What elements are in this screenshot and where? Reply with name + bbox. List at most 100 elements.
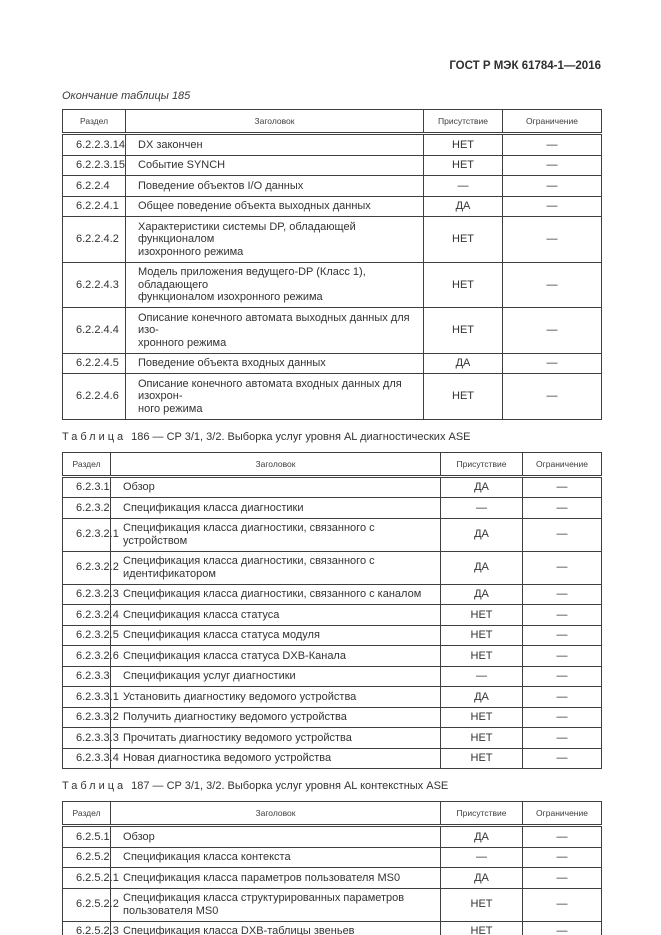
table-row: 6.2.5.2 Спецификация класса контекста — — <box>62 846 602 868</box>
col-header-presence: Присутствие <box>440 801 523 827</box>
cell-section: 6.2.3.2.4 <box>62 604 119 626</box>
caption-text: 187 — CP 3/1, 3/2. Выборка услуг уровня … <box>131 780 449 792</box>
cell-section: 6.2.3.2.6 <box>62 645 119 667</box>
cell-presence: НЕТ <box>423 154 503 176</box>
cell-section: 6.2.3.3.2 <box>62 706 119 728</box>
table-187: Раздел Заголовок Присутствие Ограничение… <box>62 801 602 935</box>
cell-section: 6.2.5.2.1 <box>62 867 119 889</box>
cell-heading: Описание конечного автомата входных данн… <box>125 373 424 420</box>
cell-presence: НЕТ <box>440 747 523 769</box>
col-header-restriction: Ограничение <box>502 109 602 135</box>
table-186-header: Раздел Заголовок Присутствие Ограничение <box>62 451 602 478</box>
cell-heading: Общее поведение объекта выходных данных <box>125 195 424 217</box>
cell-section: 6.2.2.4.5 <box>62 352 126 374</box>
cell-heading: Описание конечного автомата выходных дан… <box>125 307 424 354</box>
cell-restriction: — <box>522 665 602 687</box>
cell-restriction: — <box>522 887 602 922</box>
header-row: Раздел Заголовок Присутствие Ограничение <box>62 801 602 827</box>
cell-heading: Новая диагностика ведомого устройства <box>110 747 441 769</box>
cell-section: 6.2.2.4.1 <box>62 195 126 217</box>
col-header-heading: Заголовок <box>110 451 441 478</box>
cell-heading: Спецификация класса диагностики, связанн… <box>110 583 441 605</box>
table-186-body: 6.2.3.1 Обзор ДА —6.2.3.2 Спецификация класс… <box>62 475 602 769</box>
col-header-presence: Присутствие <box>423 109 503 135</box>
cell-heading: Спецификация класса статуса <box>110 604 441 626</box>
table-row: 6.2.3.2.2 Спецификация класса диагностики… <box>62 550 602 585</box>
cell-heading: Событие SYNCH <box>125 154 424 176</box>
col-header-section: Раздел <box>62 109 126 135</box>
cell-section: 6.2.3.3.3 <box>62 727 119 749</box>
table-row: 6.2.3.3.2 Получить диагностику ведомого у… <box>62 706 602 728</box>
cell-restriction: — <box>522 645 602 667</box>
table-row: 6.2.3.2.4 Спецификация класса статуса НЕТ — <box>62 604 602 626</box>
cell-presence: — <box>440 846 523 868</box>
table-186-caption: Таблица 186 — CP 3/1, 3/2. Выборка услуг … <box>62 431 601 444</box>
cell-restriction: — <box>502 373 602 420</box>
col-header-presence: Присутствие <box>440 451 523 478</box>
cell-presence: НЕТ <box>440 887 523 922</box>
cell-presence: — <box>423 175 503 197</box>
table-row: 6.2.3.3.4 Новая диагностика ведомого устр… <box>62 747 602 769</box>
caption-text: 186 — CP 3/1, 3/2. Выборка услуг уровня … <box>131 430 471 443</box>
table-185: Раздел Заголовок Присутствие Ограничение… <box>62 109 602 420</box>
cell-heading: DX закончен <box>125 133 424 156</box>
cell-restriction: — <box>502 154 602 176</box>
table-187-caption: Таблица 187 — CP 3/1, 3/2. Выборка услуг … <box>62 780 601 793</box>
cell-restriction: — <box>522 517 602 552</box>
cell-restriction: — <box>502 261 602 308</box>
cell-presence: НЕТ <box>423 261 503 308</box>
cell-heading: Спецификация класса статуса DXB-Канала <box>110 645 441 667</box>
cell-heading: Спецификация услуг диагностики <box>110 665 441 687</box>
cell-section: 6.2.3.2 <box>62 497 111 519</box>
table-row: 6.2.5.2.3 Спецификация класса DXB-таблицы… <box>62 920 602 935</box>
cell-restriction: — <box>522 497 602 519</box>
cell-section: 6.2.3.3.4 <box>62 747 119 769</box>
cell-section: 6.2.5.2 <box>62 846 111 868</box>
cell-restriction: — <box>502 352 602 374</box>
cell-heading: Спецификация класса диагностики, связанн… <box>110 517 441 552</box>
table-row: 6.2.2.3.14 DX закончен НЕТ — <box>62 133 602 156</box>
cell-section: 6.2.2.4.2 <box>62 216 126 263</box>
cell-presence: ДА <box>423 352 503 374</box>
cell-section: 6.2.2.4.4 <box>62 307 126 354</box>
table-row: 6.2.5.2.2 Спецификация класса структуриро… <box>62 887 602 922</box>
cell-section: 6.2.2.4.3 <box>62 261 126 308</box>
cell-presence: ДА <box>440 867 523 889</box>
col-header-section: Раздел <box>62 451 111 478</box>
cell-presence: ДА <box>440 550 523 585</box>
table-row: 6.2.3.2 Спецификация класса диагностики — — <box>62 497 602 519</box>
table-185-continuation-note: Окончание таблицы 185 <box>62 90 191 102</box>
cell-presence: — <box>440 665 523 687</box>
cell-restriction: — <box>522 920 602 935</box>
cell-presence: НЕТ <box>423 307 503 354</box>
cell-restriction: — <box>502 175 602 197</box>
table-186: Раздел Заголовок Присутствие Ограничение… <box>62 451 602 769</box>
cell-heading: Спецификация класса параметров пользоват… <box>110 867 441 889</box>
cell-heading: Спецификация класса диагностики <box>110 497 441 519</box>
table-187-header: Раздел Заголовок Присутствие Ограничение <box>62 801 602 827</box>
table-row: 6.2.3.2.3 Спецификация класса диагностики… <box>62 583 602 605</box>
col-header-restriction: Ограничение <box>522 451 602 478</box>
table-row: 6.2.3.3 Спецификация услуг диагностики — — <box>62 665 602 687</box>
table-row: 6.2.3.2.5 Спецификация класса статуса мод… <box>62 624 602 646</box>
cell-presence: ДА <box>423 195 503 217</box>
cell-presence: НЕТ <box>440 727 523 749</box>
cell-restriction: — <box>502 307 602 354</box>
table-row: 6.2.2.4.3 Модель приложения ведущего-DP (… <box>62 261 602 308</box>
cell-heading: Поведение объектов I/O данных <box>125 175 424 197</box>
table-row: 6.2.2.4.1 Общее поведение объекта выходны… <box>62 195 602 217</box>
table-row: 6.2.5.2.1 Спецификация класса параметров … <box>62 867 602 889</box>
col-header-heading: Заголовок <box>110 801 441 827</box>
cell-heading: Получить диагностику ведомого устройства <box>110 706 441 728</box>
cell-restriction: — <box>522 550 602 585</box>
cell-heading: Обзор <box>110 825 441 848</box>
cell-presence: НЕТ <box>423 133 503 156</box>
cell-section: 6.2.5.1 <box>62 825 111 848</box>
table-row: 6.2.2.3.15 Событие SYNCH НЕТ — <box>62 154 602 176</box>
cell-section: 6.2.2.3.14 <box>62 133 126 156</box>
cell-heading: Прочитать диагностику ведомого устройств… <box>110 727 441 749</box>
cell-restriction: — <box>522 727 602 749</box>
cell-restriction: — <box>522 624 602 646</box>
table-row: 6.2.3.3.1 Установить диагностику ведомого… <box>62 686 602 708</box>
cell-section: 6.2.3.3.1 <box>62 686 119 708</box>
